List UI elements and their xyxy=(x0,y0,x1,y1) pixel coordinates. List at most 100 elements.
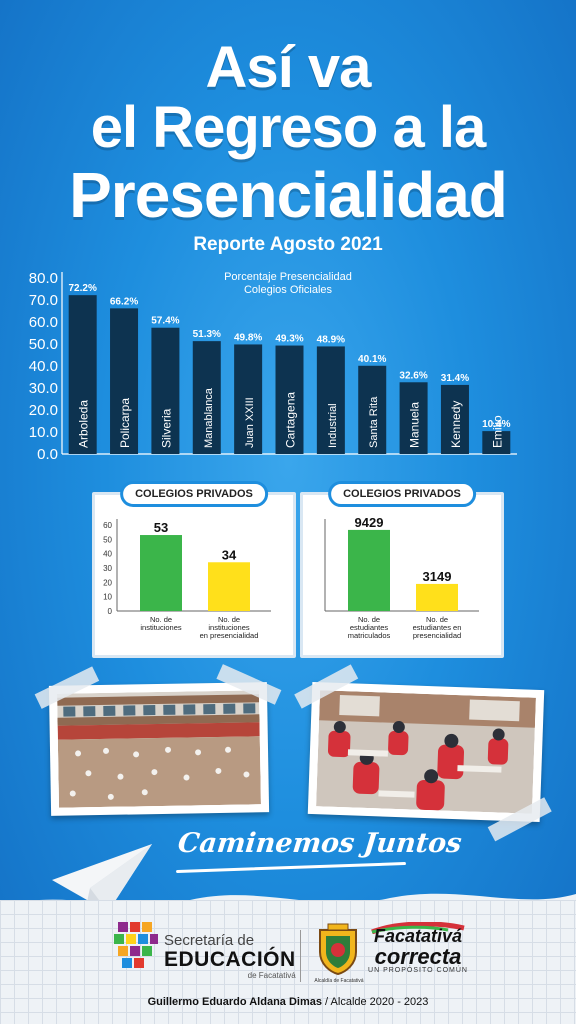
title-line-2: el Regreso a la xyxy=(90,95,486,160)
footer-divider xyxy=(300,930,301,982)
chart-title-line: Porcentaje Presencialidad xyxy=(224,271,352,283)
data-label: 48.9% xyxy=(317,334,345,345)
education-logo-icon xyxy=(114,922,158,968)
chart-title-line: Colegios Oficiales xyxy=(244,284,333,296)
y-tick-label: 40 xyxy=(103,550,112,559)
category-label: en presencialidad xyxy=(200,631,259,640)
mayor-role: / Alcalde 2020 - 2023 xyxy=(321,996,429,1008)
y-tick-label: 50 xyxy=(103,535,112,544)
category-label: Juan XXIII xyxy=(244,397,256,448)
classroom-illustration xyxy=(316,690,536,814)
data-label: 10.4% xyxy=(482,419,510,430)
data-label: 40.1% xyxy=(358,354,386,365)
y-tick-label: 10.0 xyxy=(29,424,58,441)
paper-plane-icon xyxy=(52,844,152,916)
data-label: 49.3% xyxy=(275,334,303,345)
mayor-credit: Guillermo Eduardo Aldana Dimas / Alcalde… xyxy=(0,996,576,1008)
bar xyxy=(208,562,250,611)
category-label: Emilio xyxy=(490,415,504,448)
panel-title: COLEGIOS PRIVADOS xyxy=(120,481,268,507)
y-tick-label: 40.0 xyxy=(29,358,58,375)
classroom-photo xyxy=(294,664,552,842)
y-tick-label: 80.0 xyxy=(29,270,58,287)
category-label: Kennedy xyxy=(449,401,463,448)
bar xyxy=(192,341,221,454)
category-label: Policarpa xyxy=(118,398,132,448)
bar xyxy=(399,382,428,454)
slogan: Caminemos Juntos xyxy=(176,828,464,859)
bar xyxy=(234,344,263,454)
category-label: instituciones xyxy=(140,623,182,632)
city-crest-icon xyxy=(319,923,357,976)
data-label: 72.2% xyxy=(69,283,97,294)
bar xyxy=(316,346,345,454)
footer xyxy=(0,900,576,1024)
y-tick-label: 50.0 xyxy=(29,336,58,353)
data-label: 32.6% xyxy=(399,370,427,381)
category-label: Santa Rita xyxy=(368,396,380,448)
category-label: instituciones xyxy=(208,623,250,632)
category-label: Manuela xyxy=(408,402,422,448)
bar xyxy=(348,529,390,611)
facatativa-line: de Facatativá xyxy=(247,971,296,980)
bar xyxy=(151,327,180,454)
brand-line-1: Facatativá xyxy=(373,926,463,946)
category-label: No. de xyxy=(426,615,448,624)
private-schools-institutions-panel: 0 10 20 30 40 50 60 53 No. de instituciones 34 No. … xyxy=(92,481,296,658)
y-tick-label: 0.0 xyxy=(37,446,58,463)
data-label: 53 xyxy=(154,520,168,535)
category-label: No. de xyxy=(218,615,240,624)
bar xyxy=(275,345,304,454)
title-line-3: Presencialidad xyxy=(69,159,508,231)
category-label: Silveria xyxy=(159,408,173,448)
courtyard-illustration xyxy=(57,690,261,808)
y-tick-label: 60 xyxy=(103,521,112,530)
bar xyxy=(358,365,387,454)
crest-caption: Alcaldía de Facatativá xyxy=(314,978,364,984)
data-label: 66.2% xyxy=(110,296,138,307)
y-tick-label: 20.0 xyxy=(29,402,58,419)
category-label: Arboleda xyxy=(77,400,91,448)
brand-line-2: correcta xyxy=(374,944,462,969)
category-label: Industrial xyxy=(327,403,339,448)
data-label: 3149 xyxy=(423,569,452,584)
bar xyxy=(68,295,97,454)
educacion-line: EDUCACIÓN xyxy=(164,948,296,971)
y-tick-label: 60.0 xyxy=(29,314,58,331)
y-tick-label: 70.0 xyxy=(29,292,58,309)
school-courtyard-photo xyxy=(34,664,282,816)
title-line-1: Así va xyxy=(205,35,372,100)
category-label: No. de xyxy=(358,615,380,624)
mayor-name: Guillermo Eduardo Aldana Dimas xyxy=(147,996,322,1008)
private-schools-students-panel: 9429 No. de estudiantes matriculados 3149 No.… xyxy=(300,481,504,658)
category-label: Cartagena xyxy=(284,392,298,448)
bar xyxy=(110,308,139,454)
y-tick-label: 0 xyxy=(108,607,113,616)
data-label: 9429 xyxy=(355,515,384,530)
category-label: Manablanca xyxy=(203,387,215,448)
secretaria-line: Secretaría de xyxy=(164,932,255,949)
data-label: 51.3% xyxy=(193,329,221,340)
category-label: estudiantes en xyxy=(413,623,462,632)
data-label: 34 xyxy=(222,547,237,562)
category-label: matriculados xyxy=(348,631,391,640)
secretaria-logo-text: Secretaría de EDUCACIÓN de Facatativá xyxy=(164,932,296,980)
y-tick-label: 30.0 xyxy=(29,380,58,397)
bar xyxy=(440,384,469,454)
facatativa-correcta-logo: Facatativá correcta UN PROPÓSITO COMÚN xyxy=(368,926,468,974)
report-subtitle: Reporte Agosto 2021 xyxy=(193,234,383,255)
y-tick-label: 30 xyxy=(103,564,112,573)
slogan-underline xyxy=(176,861,406,874)
bar xyxy=(416,583,458,611)
category-label: presencialidad xyxy=(413,631,461,640)
y-tick-label: 20 xyxy=(103,578,112,587)
data-label: 49.8% xyxy=(234,332,262,343)
data-label: 31.4% xyxy=(441,373,469,384)
brand-line-3: UN PROPÓSITO COMÚN xyxy=(368,967,468,974)
panel-title: COLEGIOS PRIVADOS xyxy=(328,481,476,507)
category-label: estudiantes xyxy=(350,623,389,632)
data-label: 57.4% xyxy=(151,316,179,327)
bar xyxy=(482,431,511,454)
y-tick-label: 10 xyxy=(103,593,112,602)
